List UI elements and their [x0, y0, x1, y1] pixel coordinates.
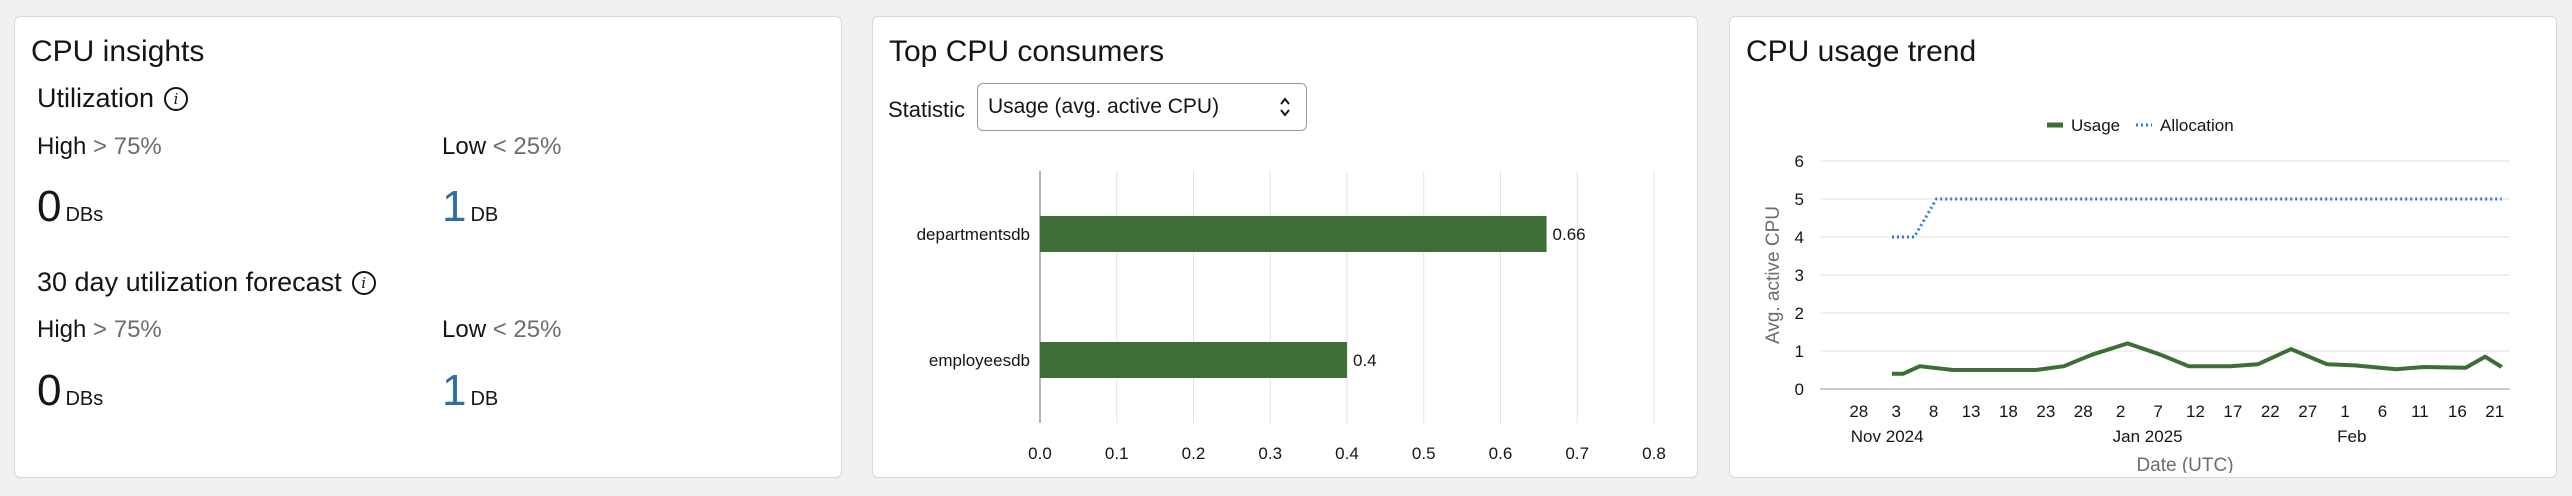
y-tick-label: 3: [1795, 266, 1804, 285]
forecast-high-threshold: High > 75%: [37, 316, 162, 344]
y-tick-label: 4: [1795, 228, 1804, 247]
info-icon[interactable]: i: [164, 86, 189, 111]
y-tick-label: 0: [1795, 380, 1804, 399]
x-tick-label: 0.3: [1258, 444, 1282, 463]
statistic-select[interactable]: Usage (avg. active CPU): [977, 83, 1307, 131]
forecast-low-threshold: Low < 25%: [442, 316, 561, 344]
top-cpu-consumers-card: Top CPU consumers Statistic Usage (avg. …: [872, 16, 1698, 478]
x-tick-label: 23: [2036, 402, 2055, 421]
x-tick-label: 0.8: [1642, 444, 1666, 463]
forecast-label: 30 day utilization forecast: [37, 267, 342, 297]
utilization-high-unit: DBs: [65, 204, 104, 226]
info-icon[interactable]: i: [351, 270, 376, 295]
top-consumers-title: Top CPU consumers: [889, 35, 1165, 68]
statistic-select-value: Usage (avg. active CPU): [988, 95, 1220, 118]
forecast-high-metric[interactable]: 0 DBs: [37, 369, 103, 413]
x-tick-label: 21: [2485, 402, 2504, 421]
legend-label: Usage: [2071, 116, 2120, 135]
utilization-label: Utilization: [37, 83, 155, 113]
x-tick-label: 0.5: [1412, 444, 1436, 463]
x-tick-label: 11: [2411, 402, 2429, 421]
forecast-low-unit: DB: [470, 388, 499, 410]
cpu-usage-trend-card: CPU usage trend Usage Allocation 0 1 2 3 4 5 6 Av…: [1729, 16, 2557, 478]
high-op: > 75%: [93, 133, 162, 160]
forecast-high-count: 0: [37, 366, 62, 415]
y-tick-label: 2: [1795, 304, 1804, 323]
y-tick-label: 6: [1795, 152, 1804, 171]
x-tick-label: 1: [2340, 402, 2349, 421]
utilization-high-count: 0: [37, 182, 62, 231]
low-op: < 25%: [492, 316, 562, 343]
series-line-usage: [1892, 341, 2503, 376]
x-tick-label: 22: [2261, 402, 2280, 421]
x-tick-label: 16: [2448, 402, 2467, 421]
x-tick-label: 13: [1962, 402, 1981, 421]
statistic-label: Statistic: [888, 97, 966, 122]
chart-legend: Usage Allocation: [2047, 116, 2234, 135]
utilization-low-unit: DB: [470, 204, 499, 226]
category-label: departmentsdb: [917, 225, 1030, 244]
high-op: > 75%: [93, 316, 162, 343]
x-tick-label: 3: [1891, 402, 1900, 421]
low-label: Low: [442, 316, 487, 343]
usage-trend-title: CPU usage trend: [1746, 35, 1977, 68]
utilization-title: Utilization i: [37, 83, 189, 114]
x-tick-label: 8: [1929, 402, 1938, 421]
x-tick-label: 0.2: [1182, 444, 1206, 463]
cpu-insights-title: CPU insights: [31, 35, 205, 68]
x-tick-label: 18: [1999, 402, 2018, 421]
x-tick-label: 2: [2116, 402, 2125, 421]
forecast-low-metric[interactable]: 1 DB: [442, 369, 498, 413]
x-tick-label: 0.4: [1335, 444, 1359, 463]
bar: [1040, 216, 1547, 252]
chevron-updown-icon: [1280, 97, 1290, 117]
utilization-high-metric[interactable]: 0 DBs: [37, 185, 103, 229]
cpu-insights-card: CPU insights Utilization i High > 75% Lo…: [14, 16, 842, 478]
x-tick-label: 0.7: [1565, 444, 1589, 463]
x-tick-label: 7: [2153, 402, 2162, 421]
high-label: High: [37, 133, 87, 160]
top-consumers-bar-chart: 0.0 0.1 0.2 0.3 0.4 0.5 0.6 0.7 0.8 departmentsdb…: [917, 171, 1666, 463]
forecast-high-unit: DBs: [65, 388, 104, 410]
x-tick-sublabel: Feb: [2337, 427, 2366, 446]
x-tick-label: 0.0: [1028, 444, 1052, 463]
x-axis-title: Date (UTC): [2136, 455, 2233, 473]
forecast-title: 30 day utilization forecast i: [37, 267, 376, 298]
x-tick-sublabel: Nov 2024: [1851, 427, 1924, 446]
series-line-allocation: [1892, 197, 2502, 239]
x-tick-label: 28: [2074, 402, 2093, 421]
utilization-high-threshold: High > 75%: [37, 133, 162, 161]
x-tick-sublabel: Jan 2025: [2113, 427, 2183, 446]
y-tick-label: 1: [1795, 342, 1804, 361]
y-axis-title: Avg. active CPU: [1763, 206, 1784, 344]
bar-value-label: 0.66: [1553, 225, 1586, 244]
y-tick-label: 5: [1795, 190, 1804, 209]
bar: [1040, 342, 1347, 378]
x-tick-label: 0.6: [1489, 444, 1513, 463]
category-label: employeesdb: [929, 351, 1030, 370]
x-tick-label: 12: [2186, 402, 2205, 421]
x-tick-label: 27: [2298, 402, 2317, 421]
forecast-low-count: 1: [442, 366, 467, 415]
low-label: Low: [442, 133, 487, 160]
low-op: < 25%: [492, 133, 562, 160]
utilization-low-metric[interactable]: 1 DB: [442, 185, 498, 229]
legend-label: Allocation: [2160, 116, 2234, 135]
utilization-low-count: 1: [442, 182, 467, 231]
utilization-low-threshold: Low < 25%: [442, 133, 561, 161]
bar-value-label: 0.4: [1353, 351, 1377, 370]
x-tick-label: 0.1: [1105, 444, 1129, 463]
x-tick-label: 28: [1849, 402, 1868, 421]
x-tick-label: 6: [2378, 402, 2387, 421]
x-tick-label: 17: [2223, 402, 2242, 421]
high-label: High: [37, 316, 87, 343]
